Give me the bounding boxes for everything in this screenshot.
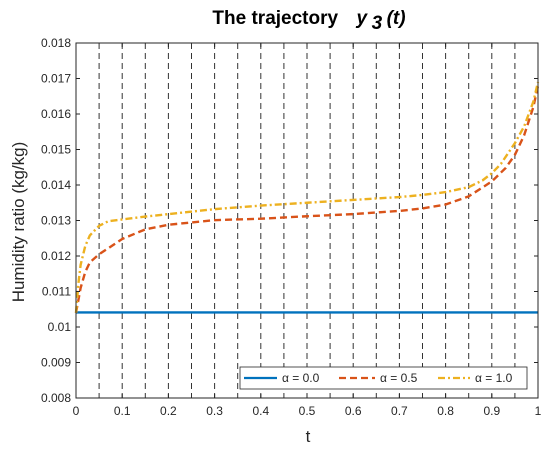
- legend-label-alpha-0: α = 0.0: [282, 371, 320, 385]
- legend: α = 0.0 α = 0.5 α = 1.0: [239, 366, 528, 390]
- y-tick-label-6: 0.014: [41, 178, 71, 192]
- series-alpha-05: [74, 85, 540, 314]
- axis-ticks: [75, 42, 539, 399]
- title-argument: (t): [387, 8, 406, 29]
- chart-title: The trajectory y 3 (t): [212, 8, 405, 34]
- series-layer: [74, 81, 540, 314]
- y-tick-label-7: 0.015: [41, 143, 71, 157]
- x-tick-label-8: 0.8: [437, 404, 454, 418]
- vertical-dashed-lines: [98, 43, 516, 398]
- y-tick-label-8: 0.016: [41, 107, 71, 121]
- legend-label-alpha-1: α = 1.0: [475, 371, 513, 385]
- y-tick-labels: 0.008 0.009 0.01 0.011 0.012 0.013 0.014 0.015 0…: [41, 36, 71, 405]
- series-alpha-1: [74, 81, 540, 313]
- title-prefix: The trajectory: [212, 8, 338, 29]
- x-tick-label-6: 0.6: [345, 404, 362, 418]
- y-tick-label-5: 0.013: [41, 214, 71, 228]
- y-tick-label-0: 0.008: [41, 391, 71, 405]
- x-tick-label-10: 1: [535, 404, 542, 418]
- x-tick-label-4: 0.4: [252, 404, 269, 418]
- title-subscript: 3: [372, 13, 383, 34]
- x-tick-label-3: 0.3: [206, 404, 223, 418]
- y-axis-label: Humidity ratio (kg/kg): [9, 142, 28, 303]
- y-tick-label-4: 0.012: [41, 249, 71, 263]
- y-tick-label-2: 0.01: [48, 320, 72, 334]
- y-tick-label-10: 0.018: [41, 36, 71, 50]
- y-tick-label-9: 0.017: [41, 72, 71, 86]
- legend-label-alpha-05: α = 0.5: [380, 371, 418, 385]
- x-tick-label-2: 0.2: [160, 404, 177, 418]
- y-tick-label-1: 0.009: [41, 356, 71, 370]
- x-tick-labels: 0 0.1 0.2 0.3 0.4 0.5 0.6 0.7 0.8 0.9 1: [73, 404, 542, 418]
- x-tick-label-0: 0: [73, 404, 80, 418]
- legend-box: [239, 366, 528, 390]
- x-tick-label-7: 0.7: [391, 404, 408, 418]
- x-tick-label-1: 0.1: [114, 404, 131, 418]
- x-axis-label: t: [306, 427, 311, 446]
- y-tick-label-3: 0.011: [42, 285, 71, 299]
- x-tick-label-9: 0.9: [483, 404, 500, 418]
- x-tick-label-5: 0.5: [299, 404, 316, 418]
- title-variable: y: [356, 8, 369, 29]
